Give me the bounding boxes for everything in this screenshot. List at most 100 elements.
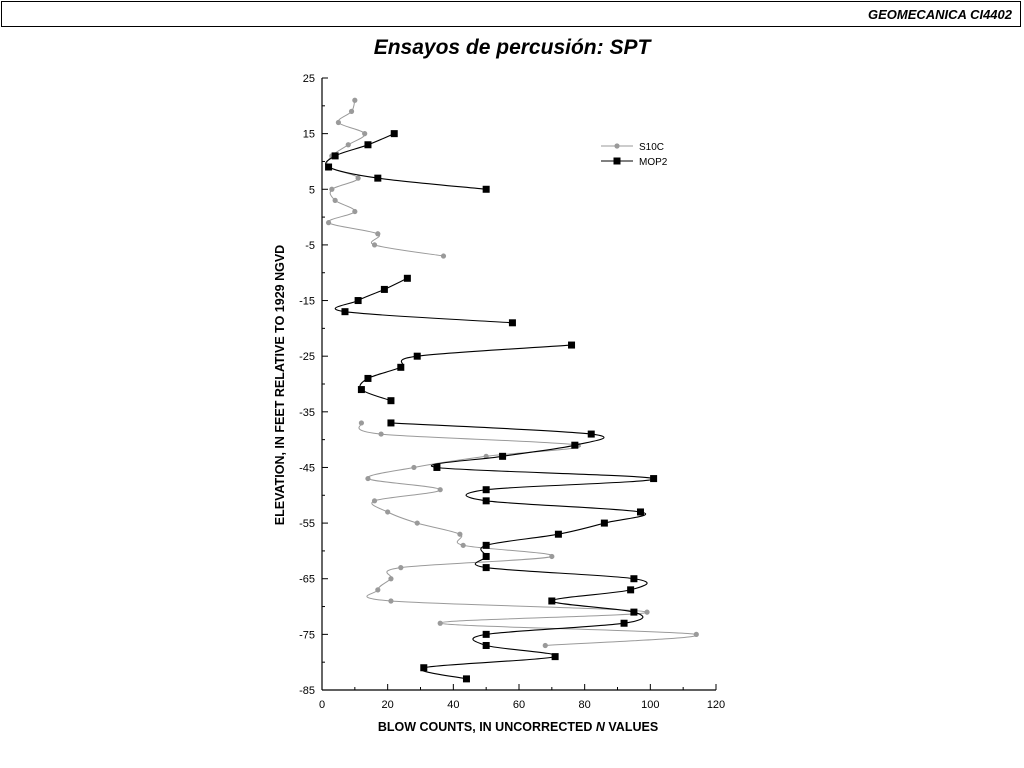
data-point-s10c <box>644 609 650 615</box>
data-point-mop2 <box>420 664 428 672</box>
x-tick-label: 80 <box>579 699 591 711</box>
data-point-mop2 <box>462 675 470 683</box>
slide-title: Ensayos de percusión: SPT <box>373 36 651 59</box>
data-point-s10c <box>375 587 381 593</box>
y-tick-label: 15 <box>303 129 315 141</box>
data-point-mop2 <box>482 564 490 572</box>
data-point-s10c <box>362 131 368 137</box>
data-point-s10c <box>348 108 355 114</box>
data-point-s10c <box>542 642 548 649</box>
data-point-mop2 <box>600 519 608 527</box>
data-point-mop2 <box>499 452 507 460</box>
data-point-mop2 <box>630 575 638 583</box>
data-point-mop2 <box>325 163 333 171</box>
data-point-mop2 <box>636 508 644 516</box>
data-point-mop2 <box>433 463 441 471</box>
data-point-s10c <box>437 487 443 493</box>
y-tick-label: 25 <box>303 73 315 85</box>
data-point-mop2 <box>482 552 490 560</box>
data-point-s10c <box>365 475 371 482</box>
data-point-mop2 <box>387 397 395 405</box>
series-mop2 <box>325 130 658 683</box>
legend-marker-mop2 <box>613 157 621 165</box>
header-bar: GEOMECANICA CI4402 <box>1 1 1021 27</box>
data-point-mop2 <box>587 430 595 438</box>
data-point-s10c <box>332 197 338 203</box>
data-point-mop2 <box>548 597 556 605</box>
data-point-s10c <box>325 220 332 226</box>
y-tick-label: -15 <box>299 296 315 308</box>
data-point-mop2 <box>482 185 490 193</box>
data-point-mop2 <box>482 486 490 494</box>
data-point-s10c <box>437 620 443 626</box>
data-point-s10c <box>388 598 394 604</box>
data-point-s10c <box>378 431 384 437</box>
legend-marker-s10c <box>614 143 620 149</box>
y-tick-label: -85 <box>299 685 315 697</box>
data-point-s10c <box>329 186 335 192</box>
series-line-mop2 <box>359 344 572 402</box>
series-s10c <box>325 97 699 649</box>
data-point-mop2 <box>364 141 372 149</box>
data-point-s10c <box>398 565 404 571</box>
data-point-s10c <box>414 520 420 526</box>
x-tick-label: 20 <box>382 699 394 711</box>
y-tick-label: -35 <box>299 407 315 419</box>
data-point-s10c <box>388 576 394 582</box>
series-line-s10c <box>358 422 699 646</box>
y-axis-label: ELEVATION, IN FEET RELATIVE TO 1929 NGVD <box>273 245 287 525</box>
data-point-mop2 <box>508 319 516 327</box>
data-point-s10c <box>358 420 364 426</box>
data-point-s10c <box>371 242 378 248</box>
x-axis-label: BLOW COUNTS, IN UNCORRECTED N VALUES <box>378 720 658 734</box>
x-tick-label: 120 <box>707 699 725 711</box>
data-point-mop2 <box>390 130 398 138</box>
series-line-mop2 <box>334 277 513 324</box>
data-point-s10c <box>335 119 342 126</box>
data-point-mop2 <box>331 152 339 160</box>
data-point-mop2 <box>374 174 382 182</box>
chart-series <box>325 97 699 683</box>
data-point-mop2 <box>413 352 421 360</box>
x-tick-label: 100 <box>641 699 659 711</box>
y-tick-label: -55 <box>299 518 315 530</box>
data-point-mop2 <box>380 285 388 293</box>
data-point-mop2 <box>403 274 411 282</box>
x-tick-label: 60 <box>513 699 525 711</box>
data-point-s10c <box>460 542 466 548</box>
data-point-mop2 <box>620 619 628 627</box>
data-point-s10c <box>549 553 555 560</box>
data-point-s10c <box>375 231 381 237</box>
series-line-mop2 <box>390 422 655 680</box>
data-point-mop2 <box>482 630 490 638</box>
chart-axes: 25 15 5 -5 -15 -25 -35 -45 -55 -65 -75 -85 0 20 40 60 80… <box>299 73 725 711</box>
course-label: GEOMECANICA CI4402 <box>868 7 1012 22</box>
data-point-mop2 <box>397 363 405 371</box>
data-point-s10c <box>352 97 358 103</box>
data-point-mop2 <box>630 608 638 616</box>
data-point-s10c <box>693 631 699 637</box>
y-tick-label: 5 <box>309 184 315 196</box>
data-point-s10c <box>411 464 417 471</box>
x-tick-label: 0 <box>319 699 325 711</box>
data-point-s10c <box>352 208 358 215</box>
data-point-mop2 <box>341 308 349 316</box>
x-tick-label: 40 <box>447 699 459 711</box>
series-line-mop2 <box>325 133 487 190</box>
data-point-mop2 <box>551 653 559 661</box>
y-tick-label: -5 <box>305 240 315 252</box>
data-point-mop2 <box>568 341 576 349</box>
legend-label-s10c: S10C <box>639 142 664 153</box>
data-point-mop2 <box>482 541 490 549</box>
data-point-mop2 <box>554 530 562 538</box>
data-point-s10c <box>371 498 378 504</box>
data-point-mop2 <box>364 374 372 382</box>
data-point-mop2 <box>650 475 658 483</box>
data-point-s10c <box>345 142 351 148</box>
chart-legend: S10C MOP2 <box>601 142 668 168</box>
data-point-mop2 <box>354 297 362 305</box>
series-line-s10c <box>326 100 444 257</box>
data-point-s10c <box>440 253 447 259</box>
y-tick-label: -65 <box>299 574 315 586</box>
